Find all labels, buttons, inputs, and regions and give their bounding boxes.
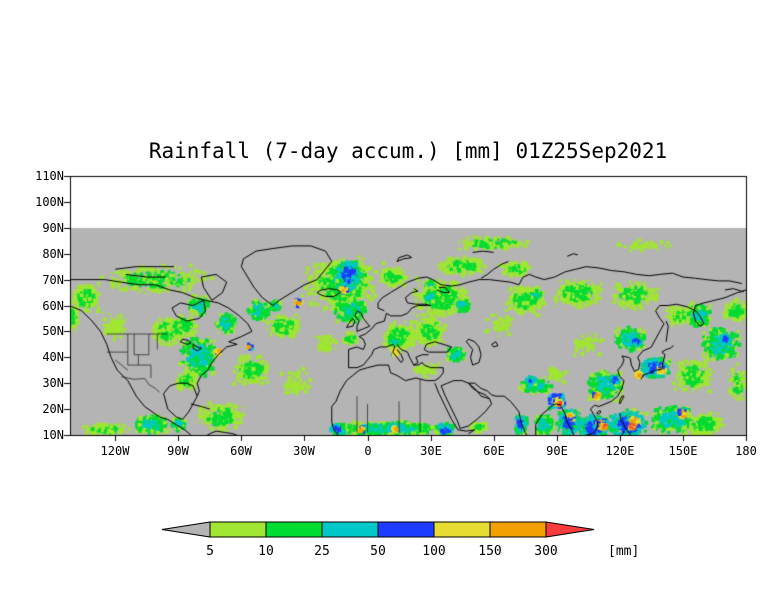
x-tick-label: 120W — [100, 444, 130, 458]
colorbar: 5 10 25 50 100 150 300 [mm] — [161, 521, 639, 559]
colorbar-segment — [489, 521, 547, 538]
y-tick-label: 50N — [42, 324, 64, 338]
colorbar-segment — [433, 521, 491, 538]
y-tick-label: 60N — [42, 299, 64, 313]
x-tick-label: 180 — [735, 444, 757, 458]
colorbar-tick-label: 300 — [534, 544, 557, 559]
y-tick-label: 40N — [42, 350, 64, 364]
x-tick-label: 0 — [364, 444, 372, 458]
colorbar-segment — [377, 521, 435, 538]
colorbar-right-arrow — [545, 521, 595, 538]
colorbar-tick-label: 10 — [258, 544, 274, 559]
x-tick-label: 30E — [420, 444, 442, 458]
colorbar-segment — [265, 521, 323, 538]
y-tick-label: 90N — [42, 221, 64, 235]
colorbar-tick-label: 25 — [314, 544, 330, 559]
x-tick-label: 90W — [167, 444, 189, 458]
x-tick-label: 60W — [230, 444, 252, 458]
x-tick-label: 120E — [605, 444, 635, 458]
y-tick-label: 110N — [35, 169, 64, 183]
x-tick-label: 150E — [668, 444, 698, 458]
colorbar-unit-label: [mm] — [608, 544, 639, 559]
x-tick-label: 60E — [483, 444, 505, 458]
y-tick-label: 30N — [42, 376, 64, 390]
x-tick-label: 30W — [293, 444, 315, 458]
y-tick-label: 80N — [42, 247, 64, 261]
colorbar-segment — [321, 521, 379, 538]
y-tick-label: 100N — [35, 195, 64, 209]
y-tick-label: 20N — [42, 402, 64, 416]
colorbar-tick-label: 100 — [422, 544, 445, 559]
colorbar-segment — [209, 521, 267, 538]
y-tick-label: 70N — [42, 273, 64, 287]
colorbar-tick-label: 5 — [206, 544, 214, 559]
y-tick-label: 10N — [42, 428, 64, 442]
colorbar-left-arrow — [161, 521, 211, 538]
colorbar-tick-label: 50 — [370, 544, 386, 559]
x-tick-label: 90E — [546, 444, 568, 458]
colorbar-tick-label: 150 — [478, 544, 501, 559]
